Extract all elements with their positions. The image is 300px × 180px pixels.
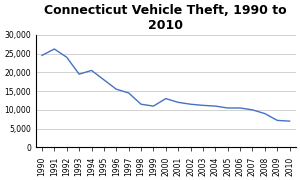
- Title: Connecticut Vehicle Theft, 1990 to
2010: Connecticut Vehicle Theft, 1990 to 2010: [44, 4, 287, 32]
